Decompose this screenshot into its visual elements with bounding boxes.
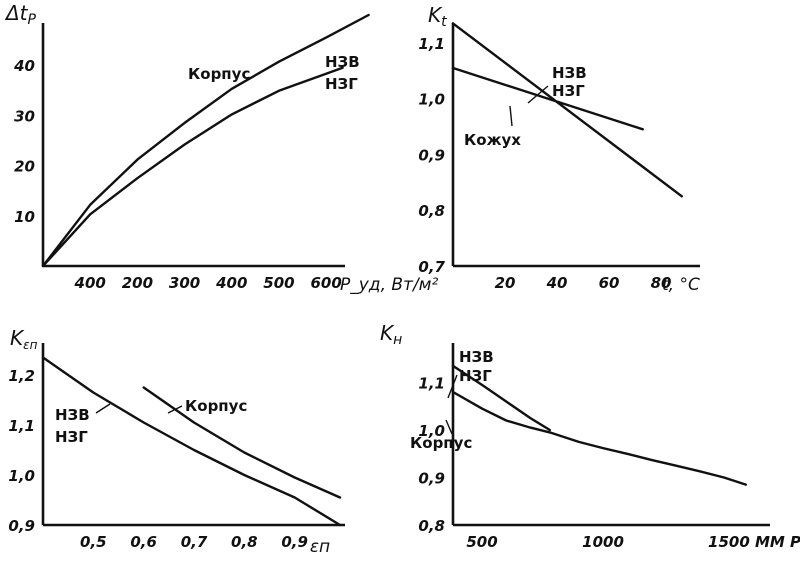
y-axis-label: Kн [380, 321, 402, 348]
annotation-kozhukh: Кожух [464, 131, 521, 149]
y-tick-label: 1,1 [418, 35, 445, 53]
x-axis-label: t, °C [662, 275, 700, 295]
x-tick-label: 400 [74, 274, 106, 292]
annotation-nzv: НЗВ [325, 53, 360, 71]
series-line-1 [451, 66, 644, 131]
leader-line [167, 405, 183, 414]
x-tick-label: 0,9 [281, 533, 308, 551]
annotation-korpus: Корпус [188, 65, 250, 83]
x-tick-label: 1000 [582, 533, 624, 551]
y-tick-label: 0,8 [418, 517, 445, 535]
y-tick-label: 0,9 [8, 517, 35, 535]
series-line-0 [451, 22, 683, 198]
x-tick-label: 300 [169, 274, 200, 292]
x-tick-label: 0,5 [80, 533, 107, 551]
x-axis-label: P_уд, Вт/м² [340, 275, 438, 295]
y-tick-label: 40 [13, 57, 35, 75]
series-line-2 [548, 431, 747, 486]
chart-bottom-right: 0,8 0,9 1,0 1,1 500 1000 1500 ММ РТ. СТ. [418, 343, 800, 551]
x-tick-label: 600 [310, 274, 341, 292]
y-axis-label: ΔtP [4, 1, 37, 28]
y-tick-label: 1,0 [418, 91, 445, 109]
series-line-1 [451, 390, 551, 434]
series-line-1 [142, 386, 342, 499]
y-tick-label: 1,0 [418, 422, 445, 440]
x-tick-label: 40 [546, 274, 568, 292]
x-tick-label: 0,8 [231, 533, 258, 551]
leader-line [447, 374, 458, 399]
series-line-1 [41, 66, 344, 268]
x-tick-label: 1500 ММ РТ. СТ. [708, 533, 800, 551]
y-axis-label: Kεп [10, 326, 38, 352]
x-axis-label: εп [310, 537, 330, 557]
series-line-0 [41, 13, 370, 268]
annotation-nzg: НЗГ [55, 428, 88, 446]
y-tick-label: 0,7 [418, 258, 445, 276]
annotation-korpus: Корпус [410, 434, 472, 452]
leader-line [527, 85, 549, 104]
y-tick-label: 0,9 [418, 470, 445, 488]
x-tick-label: 400 [215, 274, 247, 292]
y-tick-label: 1,1 [418, 375, 445, 393]
annotation-nzg: НЗГ [325, 75, 358, 93]
x-tick-label: 0,6 [130, 533, 157, 551]
annotation-nzv: НЗВ [552, 64, 587, 82]
annotation-nzv: НЗВ [55, 406, 90, 424]
y-tick-label: 10 [14, 208, 35, 226]
x-tick-label: 500 [263, 274, 294, 292]
chart-top-left: 10 20 30 40 400 200 300 400 500 600 [13, 13, 370, 292]
chart-top-right: 0,7 0,8 0,9 1,0 1,1 20 40 60 80 [418, 22, 700, 292]
x-tick-label: 500 [466, 533, 497, 551]
annotation-nzg: НЗГ [552, 82, 585, 100]
y-tick-label: 0,8 [418, 202, 445, 220]
y-tick-label: 30 [14, 107, 35, 125]
annotation-nzv: НЗВ [459, 348, 494, 366]
x-tick-label: 60 [599, 274, 620, 292]
y-axis-label: Kt [428, 3, 447, 30]
chart-bottom-left: 0,9 1,0 1,1 1,2 0,5 0,6 0,7 0,8 0,9 [8, 343, 345, 551]
leader-line [95, 403, 111, 414]
leader-line [509, 105, 513, 127]
x-tick-label: 80 [651, 274, 672, 292]
annotation-nzg: НЗГ [459, 367, 492, 385]
annotation-korpus: Корпус [185, 397, 247, 415]
leader-line [445, 419, 453, 435]
y-tick-label: 1,1 [8, 417, 35, 435]
x-tick-label: 20 [495, 274, 516, 292]
x-tick-label: 0,7 [181, 533, 208, 551]
y-tick-label: 20 [14, 158, 35, 176]
series-line-0 [451, 364, 551, 432]
y-tick-label: 0,9 [418, 146, 445, 164]
y-tick-label: 1,0 [8, 467, 35, 485]
y-tick-label: 1,2 [8, 367, 35, 385]
series-line-0 [41, 356, 342, 527]
x-tick-label: 200 [122, 274, 153, 292]
